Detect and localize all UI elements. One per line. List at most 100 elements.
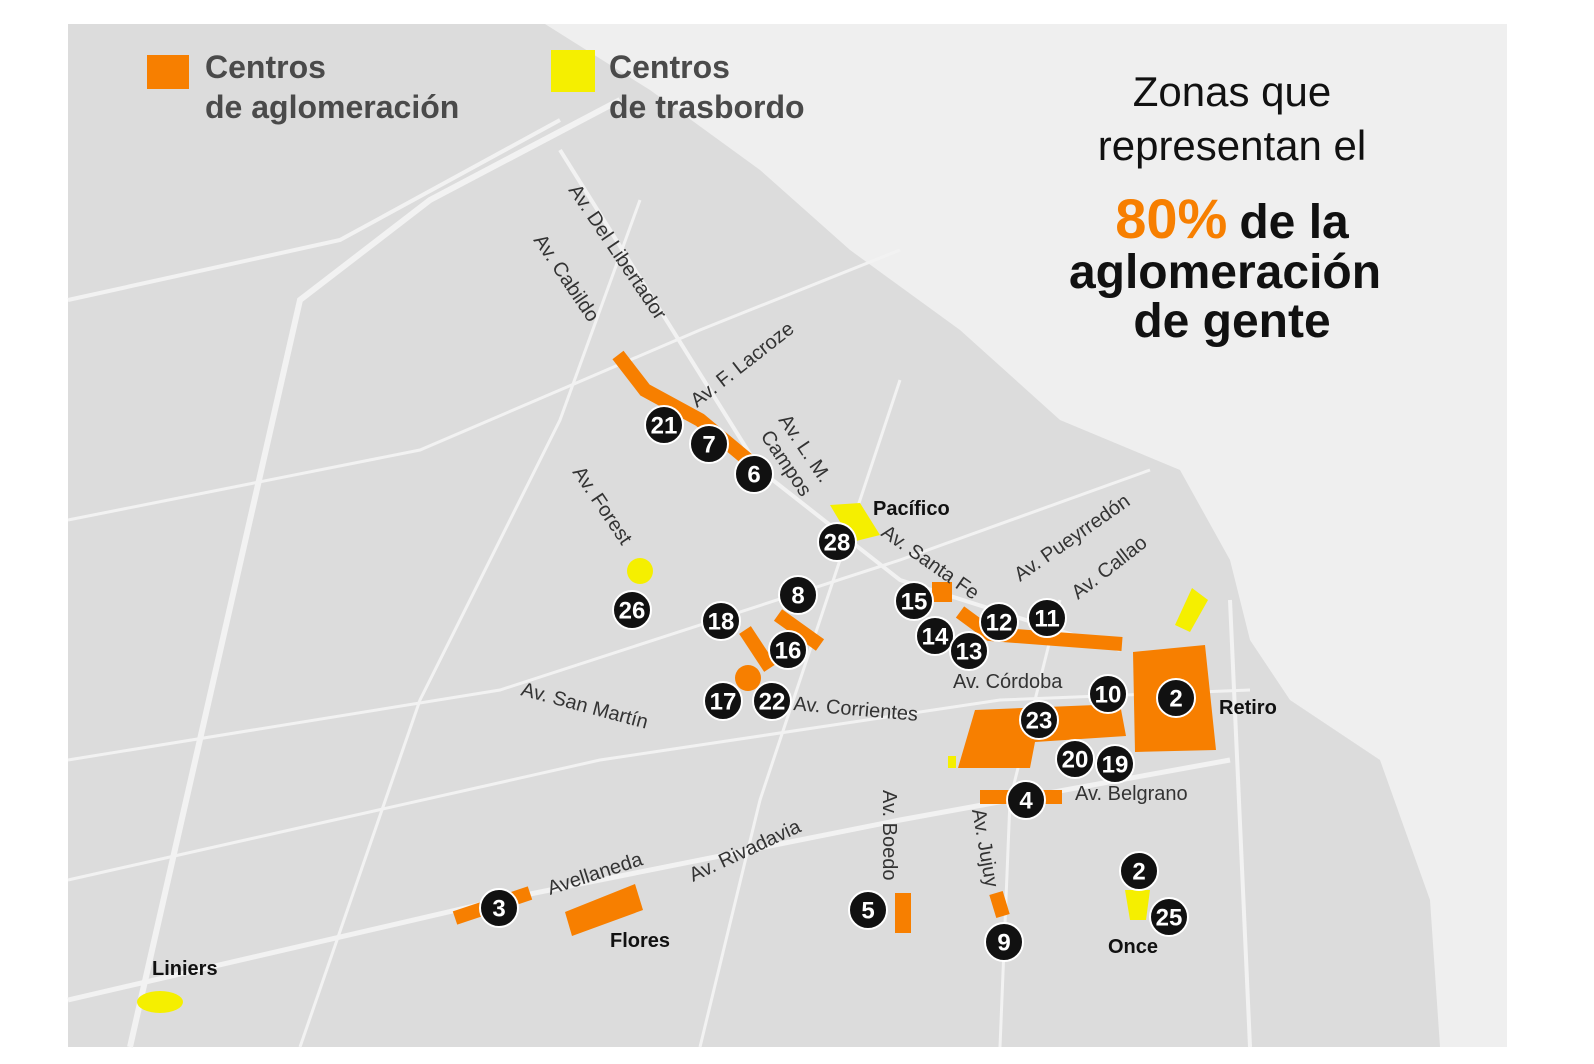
- headline-line: Zonas que: [1133, 68, 1331, 115]
- zone-marker: 22: [752, 681, 792, 721]
- marker-dot: [979, 602, 1019, 642]
- zone: [565, 884, 643, 936]
- marker-number: 22: [759, 689, 786, 716]
- marker-dot: [1055, 739, 1095, 779]
- transfer-zones: [137, 503, 1208, 1013]
- marker-number: 5: [861, 898, 874, 925]
- zone-marker: 15: [894, 581, 934, 621]
- place-label: Liniers: [152, 958, 218, 980]
- marker-number: 26: [619, 598, 646, 625]
- zone-marker: 21: [644, 405, 684, 445]
- marker-dot: [703, 681, 743, 721]
- headline-line: de gente: [1133, 295, 1330, 348]
- marker-dot: [984, 922, 1024, 962]
- headline: Zonas que representan el 80% de la aglome…: [1069, 68, 1381, 348]
- zone: [627, 558, 653, 584]
- place-label: Once: [1108, 936, 1158, 958]
- legend-label: Centros: [205, 49, 326, 85]
- headline-text: de la: [1239, 196, 1349, 249]
- marker-dot: [612, 590, 652, 630]
- zone: [932, 582, 952, 602]
- place-label: Retiro: [1219, 697, 1277, 719]
- marker-dot: [817, 522, 857, 562]
- marker-number: 8: [791, 583, 804, 610]
- zone: [773, 609, 825, 651]
- marker-number: 2: [1169, 686, 1182, 713]
- marker-dot: [479, 888, 519, 928]
- legend-swatch: [147, 55, 189, 89]
- zone: [739, 626, 776, 672]
- marker-number: 15: [901, 589, 928, 616]
- zone: [830, 503, 880, 542]
- marker-dot: [644, 405, 684, 445]
- place-label: Pacífico: [873, 498, 950, 520]
- zone: [895, 893, 911, 933]
- marker-dot: [1019, 700, 1059, 740]
- zone-marker: 8: [778, 575, 818, 615]
- marker-dot: [1149, 897, 1189, 937]
- marker-number: 10: [1095, 682, 1122, 709]
- marker-number: 13: [956, 639, 983, 666]
- zone: [948, 756, 956, 768]
- marker-dot: [1088, 674, 1128, 714]
- marker-dot: [894, 581, 934, 621]
- marker-number: 6: [747, 462, 760, 489]
- zone-marker: 13: [949, 631, 989, 671]
- zone-marker: 10: [1088, 674, 1128, 714]
- headline-line: aglomeración: [1069, 246, 1381, 299]
- zone: [1175, 588, 1208, 632]
- marker-dot: [848, 890, 888, 930]
- marker-number: 3: [492, 896, 505, 923]
- zone-marker: 16: [768, 630, 808, 670]
- marker-dot: [701, 601, 741, 641]
- zone-marker: 6: [734, 454, 774, 494]
- zone-marker: 26: [612, 590, 652, 630]
- marker-number: 14: [922, 624, 949, 651]
- marker-number: 16: [775, 638, 802, 665]
- zone-marker: 28: [817, 522, 857, 562]
- street-label: Av. Córdoba: [953, 671, 1063, 693]
- marker-dot: [752, 681, 792, 721]
- marker-dot: [949, 631, 989, 671]
- zone-marker: 19: [1095, 744, 1135, 784]
- zone: [1125, 890, 1150, 920]
- marker-number: 12: [986, 610, 1013, 637]
- zone-marker: 2: [1119, 851, 1159, 891]
- legend-swatch: [551, 50, 595, 92]
- zone-marker: 12: [979, 602, 1019, 642]
- headline-line: 80% de la: [1115, 187, 1349, 250]
- marker-number: 2: [1132, 859, 1145, 886]
- marker-number: 4: [1019, 788, 1033, 815]
- zone-marker: 3: [479, 888, 519, 928]
- zone: [612, 350, 765, 476]
- zone-marker: 2: [1156, 678, 1196, 718]
- legend-label: Centros: [609, 49, 730, 85]
- marker-number: 9: [997, 930, 1010, 957]
- zone-marker: 20: [1055, 739, 1095, 779]
- marker-dot: [768, 630, 808, 670]
- marker-number: 11: [1034, 606, 1059, 633]
- zone: [735, 665, 761, 691]
- headline-highlight: 80%: [1115, 187, 1227, 250]
- headline-line: representan el: [1098, 122, 1367, 169]
- marker-number: 21: [651, 413, 678, 440]
- marker-dot: [778, 575, 818, 615]
- zone-marker: 14: [915, 616, 955, 656]
- marker-number: 23: [1026, 708, 1053, 735]
- marker-number: 19: [1102, 752, 1129, 779]
- water: [545, 24, 1507, 1047]
- zone-marker: 18: [701, 601, 741, 641]
- marker-number: 28: [824, 530, 851, 557]
- zone: [137, 991, 183, 1013]
- marker-dot: [734, 454, 774, 494]
- zone-marker: 9: [984, 922, 1024, 962]
- zone-marker: 5: [848, 890, 888, 930]
- marker-dot: [689, 424, 729, 464]
- marker-dot: [1156, 678, 1196, 718]
- street-label: Av. Belgrano: [1075, 783, 1188, 805]
- marker-number: 18: [708, 609, 735, 636]
- zone: [989, 890, 1010, 919]
- zone-marker: 11: [1027, 598, 1067, 638]
